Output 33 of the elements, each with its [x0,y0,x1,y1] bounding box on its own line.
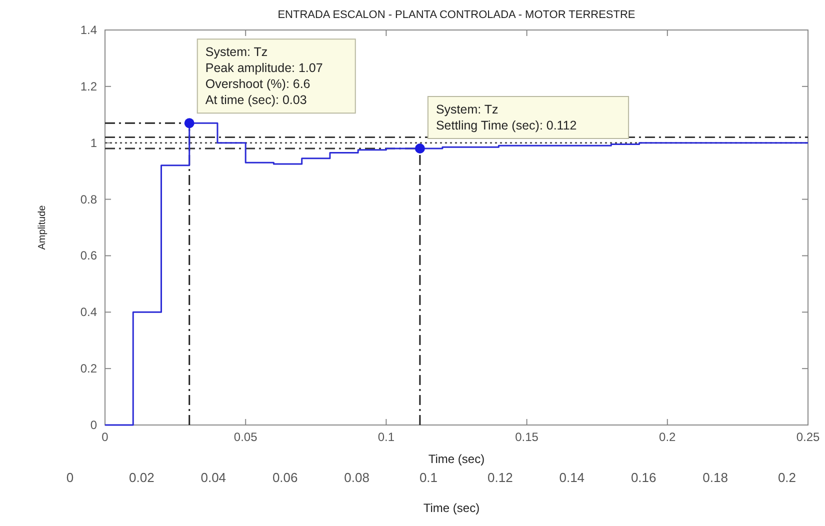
y-tick-label: 0.8 [80,192,98,206]
y-axis-title: Amplitude [37,204,48,250]
x2-tick-label: 0.06 [272,470,298,485]
x2-axis-title: Time (sec) [423,501,480,515]
x2-tick-label: 0.04 [200,470,226,485]
y-tick-label: 1.4 [80,23,98,37]
x2-tick-label: 0 [66,470,74,485]
x2-tick-label: 0.02 [129,470,154,485]
annotation: System: Tz Settling Time (sec): 0.112 [436,102,577,132]
x-tick-label: 0.2 [659,430,676,444]
y-tick-label: 1.2 [80,79,98,94]
y-tick-label: 1 [90,136,98,150]
x-tick-label: 0.05 [234,430,258,444]
y-tick-label: 0.4 [80,305,98,320]
x2-tick-label: 0.18 [702,470,728,485]
x2-tick-label: 0.16 [630,470,656,485]
callout-box: System: Tz Peak amplitude: 1.07 Overshoot (%): 6.6 At time (sec): 0.03 [196,38,356,114]
x2-tick-label: 0.14 [559,470,585,485]
callout-box: System: Tz Settling Time (sec): 0.112 [427,96,630,139]
x2-tick-label: 0.12 [488,470,513,485]
x2-tick-label: 0.08 [344,470,370,485]
y-tick-label: 0.6 [80,248,98,263]
chart-title: ENTRADA ESCALON - PLANTA CONTROLADA - MOTOR TERRESTRE [278,9,636,21]
y-tick-label: 0 [90,418,98,432]
x2-tick-label: 0.1 [419,470,438,485]
y-tick-label: 0.2 [80,362,98,376]
x-tick-label: 0.25 [796,430,820,444]
x-tick-label: 0.1 [378,430,395,444]
x-tick-label: 0.15 [515,430,539,444]
annotation: System: Tz Peak amplitude: 1.07 Overshoot (%): 6.6 At time (sec): 0.03 [205,45,323,108]
x2-tick-label: 0.2 [778,470,796,485]
x-axis-title: Time (sec) [428,452,485,466]
x-tick-label: 0 [102,430,109,444]
